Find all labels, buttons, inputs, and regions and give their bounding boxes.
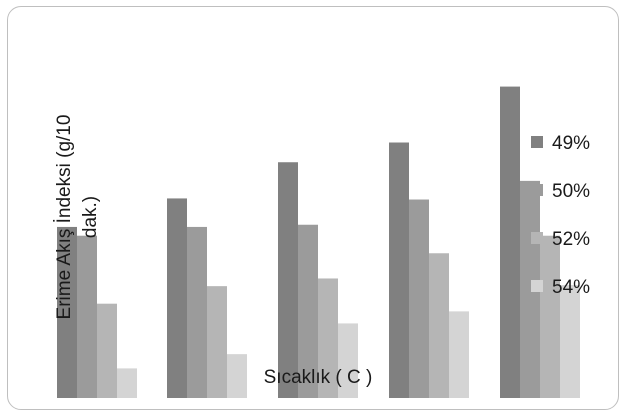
- bar-49pct-group-3: [278, 162, 298, 398]
- bar-54pct-group-4: [449, 311, 469, 398]
- x-axis-label: Sıcaklık ( C ): [264, 367, 373, 388]
- bar-50pct-group-4: [409, 199, 429, 398]
- bar-49pct-group-5: [500, 86, 520, 398]
- bar-54pct-group-1: [117, 368, 137, 398]
- bar-52pct-group-4: [429, 253, 449, 398]
- bars-group: [57, 86, 580, 398]
- legend-label-54pct: 54%: [552, 277, 590, 298]
- legend-swatch-54pct: [531, 280, 543, 292]
- bar-50pct-group-2: [187, 226, 207, 398]
- bar-52pct-group-3: [318, 278, 338, 398]
- bar-54pct-group-2: [227, 354, 247, 398]
- bar-49pct-group-4: [389, 142, 409, 398]
- legend-label-52pct: 52%: [552, 229, 590, 250]
- legend-swatch-52pct: [531, 232, 543, 244]
- bar-54pct-group-5: [560, 285, 580, 398]
- legend-label-50pct: 50%: [552, 181, 590, 202]
- y-axis-label-line-2: dak.): [80, 196, 101, 238]
- y-axis-label-line-1: Erime Akış İndeksi (g/10: [54, 115, 75, 320]
- legend-swatch-49pct: [531, 136, 543, 148]
- bar-50pct-group-1: [77, 235, 97, 398]
- bar-54pct-group-3: [338, 323, 358, 398]
- bar-52pct-group-5: [540, 235, 560, 398]
- y-axis-label: Erime Akış İndeksi (g/10 dak.): [54, 115, 101, 320]
- legend: 49% 50% 52% 54%: [531, 133, 590, 298]
- legend-swatch-50pct: [531, 184, 543, 196]
- bar-50pct-group-3: [298, 224, 318, 398]
- bar-49pct-group-2: [167, 198, 187, 398]
- legend-label-49pct: 49%: [552, 133, 590, 154]
- bar-52pct-group-2: [207, 286, 227, 398]
- bar-52pct-group-1: [97, 303, 117, 398]
- bar-49pct-group-1: [57, 226, 77, 398]
